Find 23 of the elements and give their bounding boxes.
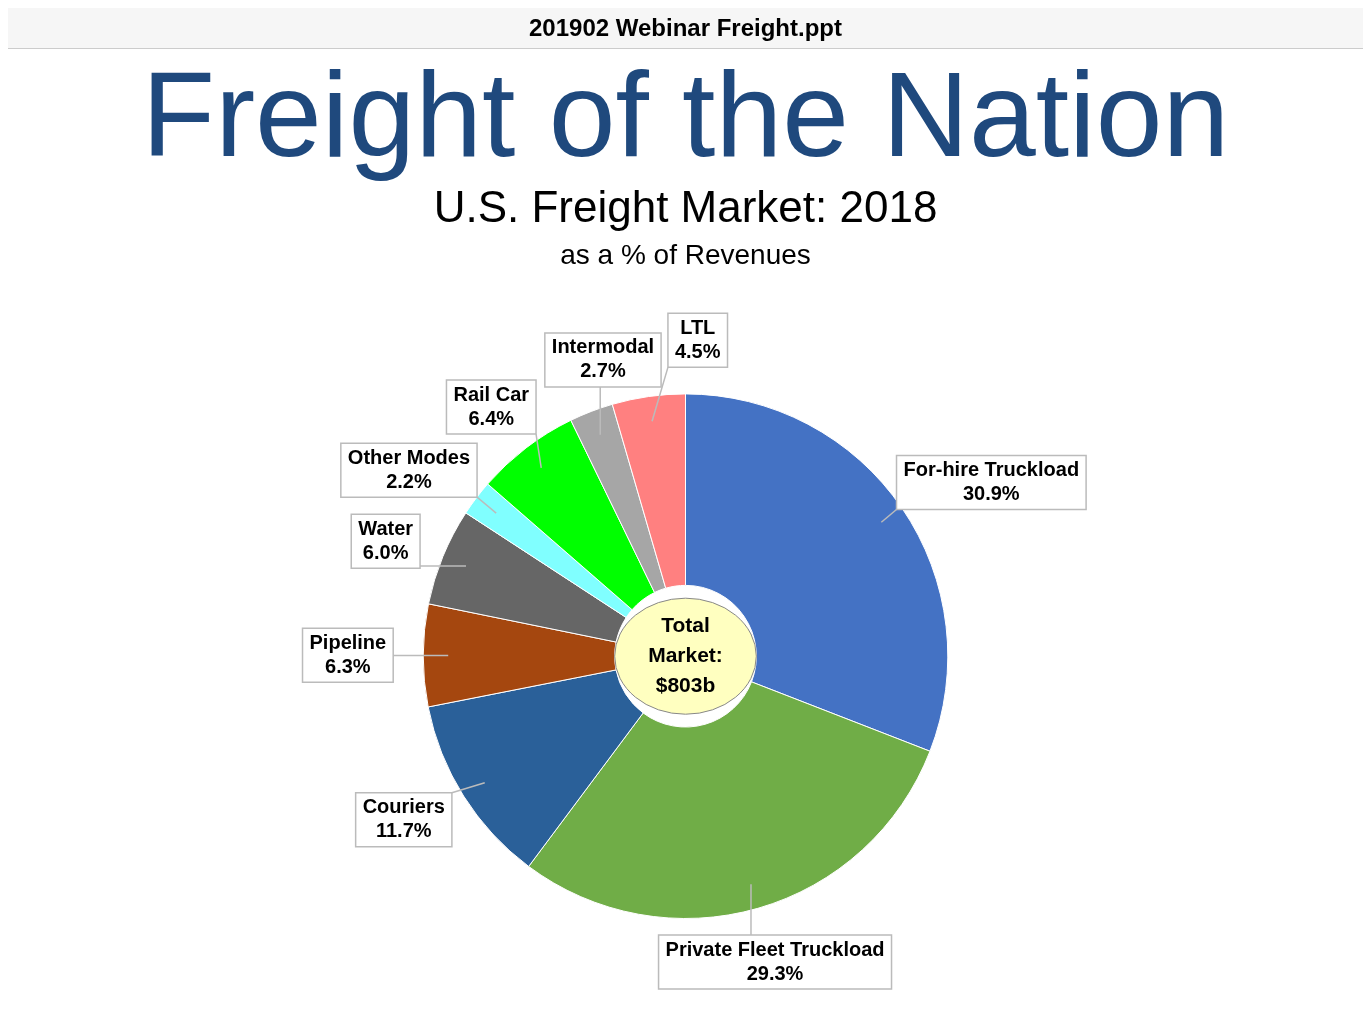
data-label: 6.4% [468,406,515,429]
text: Total Market: $803b [648,613,723,696]
data-label: 4.5% [674,339,721,362]
data-label: 30.9% [962,482,1020,505]
slice-label: Intermodal [551,335,655,358]
data-label: 29.3% [746,961,804,984]
slice-label: Other Modes [347,445,471,468]
slice-label: Private Fleet Truckload [665,937,885,960]
chart-subtitle: as a % of Revenues [560,239,811,271]
data-label: 6.0% [362,540,409,563]
slice-label: Rail Car [453,382,530,405]
text: Freight of the Nation [140,47,1231,181]
slice-label: For-hire Truckload [903,458,1080,481]
text: 201902 Webinar Freight.ppt [529,14,842,41]
slice-label: LTL [680,315,716,338]
slice-label: Water [358,516,414,539]
slice-label: Couriers [362,795,445,818]
data-label: 11.7% [375,819,432,842]
data-label: 2.2% [386,469,432,492]
chart-title: U.S. Freight Market: 2018 [433,181,938,231]
slice-label: Pipeline [309,630,387,653]
data-label: 6.3% [325,654,371,677]
data-label: 2.7% [580,359,626,382]
